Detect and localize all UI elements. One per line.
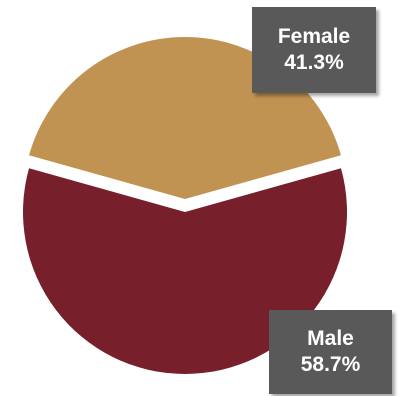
male-label-text: Male <box>307 326 354 350</box>
pie-slice-male <box>22 168 347 374</box>
male-value-text: 58.7% <box>300 353 361 376</box>
female-label-text: Female <box>277 24 351 48</box>
female-data-label: Female 41.3% <box>252 7 376 93</box>
male-data-label: Male 58.7% <box>269 310 392 394</box>
female-value-text: 41.3% <box>284 51 344 74</box>
